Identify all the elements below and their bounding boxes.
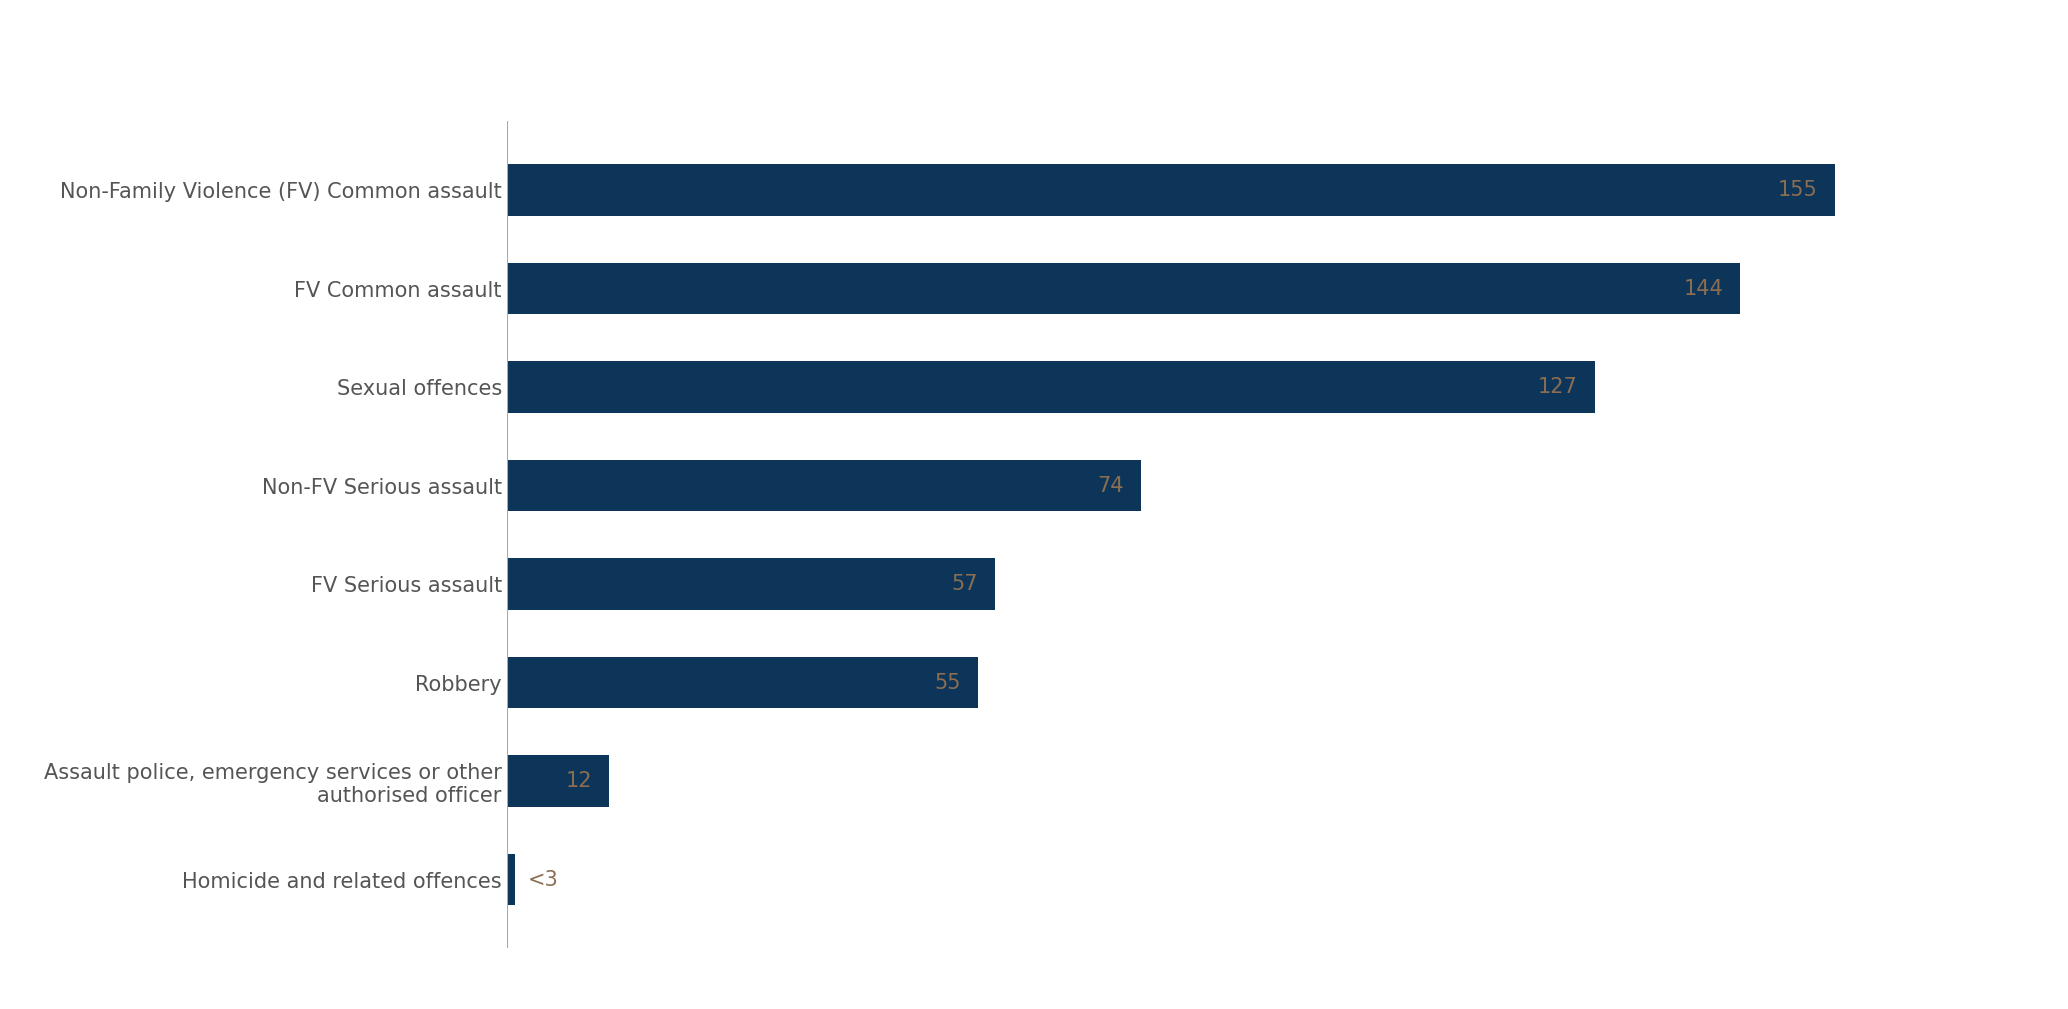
Bar <box>507 657 978 708</box>
Text: <3: <3 <box>527 870 558 890</box>
Bar <box>507 361 1594 413</box>
Bar <box>507 558 995 609</box>
Text: 74: 74 <box>1096 475 1123 495</box>
Text: 127: 127 <box>1539 377 1578 397</box>
Bar <box>507 460 1142 512</box>
Bar <box>507 263 1741 314</box>
Text: 55: 55 <box>935 673 962 692</box>
Bar <box>507 164 1834 216</box>
Text: 155: 155 <box>1778 180 1818 200</box>
Bar <box>507 756 610 806</box>
Text: 12: 12 <box>567 771 591 791</box>
Bar <box>507 854 515 905</box>
Text: 57: 57 <box>951 574 978 594</box>
Text: 144: 144 <box>1683 278 1723 299</box>
